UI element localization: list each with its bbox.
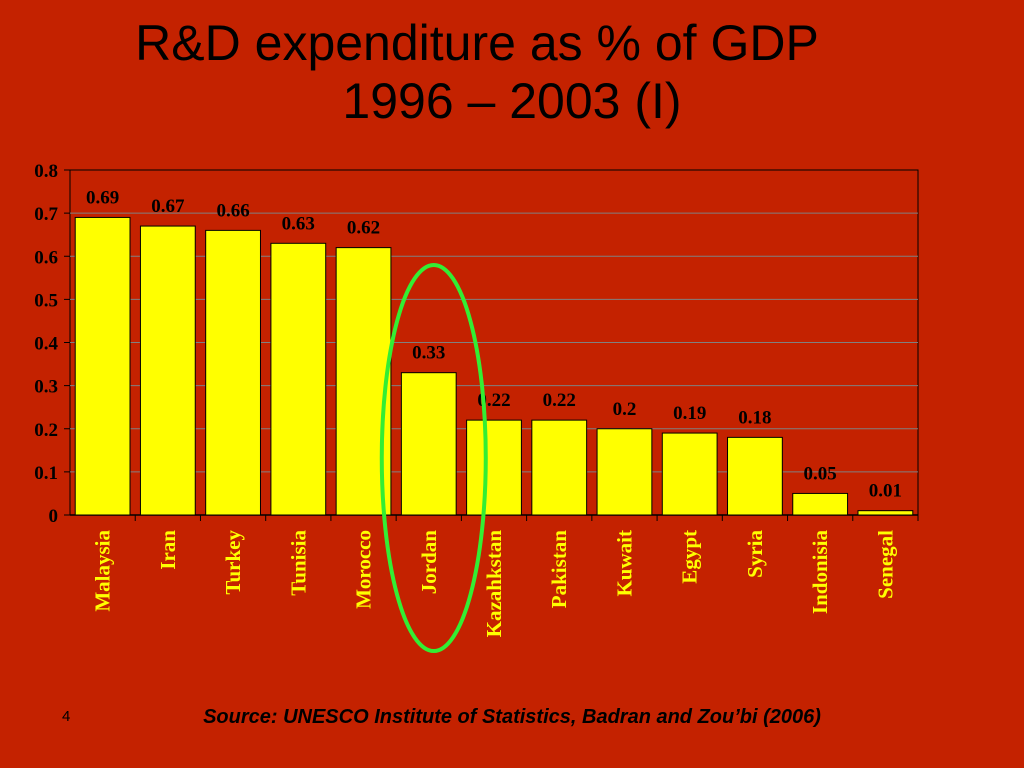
- category-label: Kazahkstan: [482, 530, 506, 638]
- value-label: 0.2: [613, 399, 637, 420]
- value-label: 0.67: [151, 196, 185, 217]
- bar: [727, 436, 783, 516]
- y-tick-label: 0.1: [34, 463, 58, 484]
- bar: [596, 428, 653, 516]
- highlight-ellipse: [379, 263, 488, 653]
- category-label: Malaysia: [91, 530, 115, 612]
- y-tick-label: 0.4: [34, 334, 58, 355]
- category-label: Kuwait: [612, 530, 636, 597]
- bar: [531, 419, 588, 516]
- category-label: Turkey: [221, 530, 245, 595]
- title-line-2: 1996 – 2003 (I): [342, 73, 682, 129]
- bar: [139, 225, 196, 516]
- category-label: Pakistan: [547, 530, 571, 609]
- category-label: Tunisia: [286, 530, 310, 596]
- category-label: Indonisia: [808, 530, 832, 615]
- bar: [74, 216, 131, 516]
- value-label: 0.22: [543, 390, 576, 411]
- source-text: Source: UNESCO Institute of Statistics, …: [203, 706, 821, 728]
- y-tick-label: 0.6: [34, 247, 58, 268]
- source-note: Source: UNESCO Institute of Statistics, …: [0, 706, 1024, 729]
- value-label: 0.69: [86, 187, 119, 208]
- bar: [205, 229, 261, 516]
- y-tick-label: 0.7: [34, 204, 58, 225]
- bar: [857, 510, 914, 516]
- category-label: Senegal: [873, 530, 897, 599]
- y-tick-label: 0.5: [34, 290, 58, 311]
- y-tick-label: 0.3: [34, 377, 58, 398]
- bar: [270, 242, 327, 516]
- title-line-1: R&D expenditure as % of GDP: [135, 15, 819, 71]
- value-label: 0.66: [216, 200, 249, 221]
- bar: [661, 432, 718, 516]
- value-label: 0.18: [738, 407, 771, 428]
- bar: [792, 492, 849, 516]
- bar-chart: 0 0.1 0.2 0.3 0.4 0.5 0.6 0.7 0.8 0.69 Malaysia 0.6…: [34, 161, 919, 653]
- category-label: Syria: [743, 530, 767, 578]
- value-label: 0.19: [673, 403, 706, 424]
- bar: [466, 419, 522, 516]
- y-tick-label: 0.2: [34, 420, 58, 441]
- value-label: 0.63: [282, 213, 315, 234]
- slide-number: 4: [62, 708, 71, 725]
- category-label: Morocco: [352, 530, 376, 609]
- value-label: 0.01: [869, 481, 902, 502]
- category-label: Jordan: [417, 530, 441, 595]
- slide-title: R&D expenditure as % of GDP 1996 – 2003 …: [0, 14, 1024, 130]
- y-tick-label: 0.8: [34, 161, 58, 182]
- category-label: Iran: [156, 530, 180, 570]
- y-tick-label: 0: [49, 506, 59, 527]
- value-label: 0.33: [412, 343, 445, 364]
- value-label: 0.05: [804, 463, 837, 484]
- value-label: 0.62: [347, 218, 380, 239]
- category-label: Egypt: [678, 530, 702, 584]
- bar: [400, 372, 457, 516]
